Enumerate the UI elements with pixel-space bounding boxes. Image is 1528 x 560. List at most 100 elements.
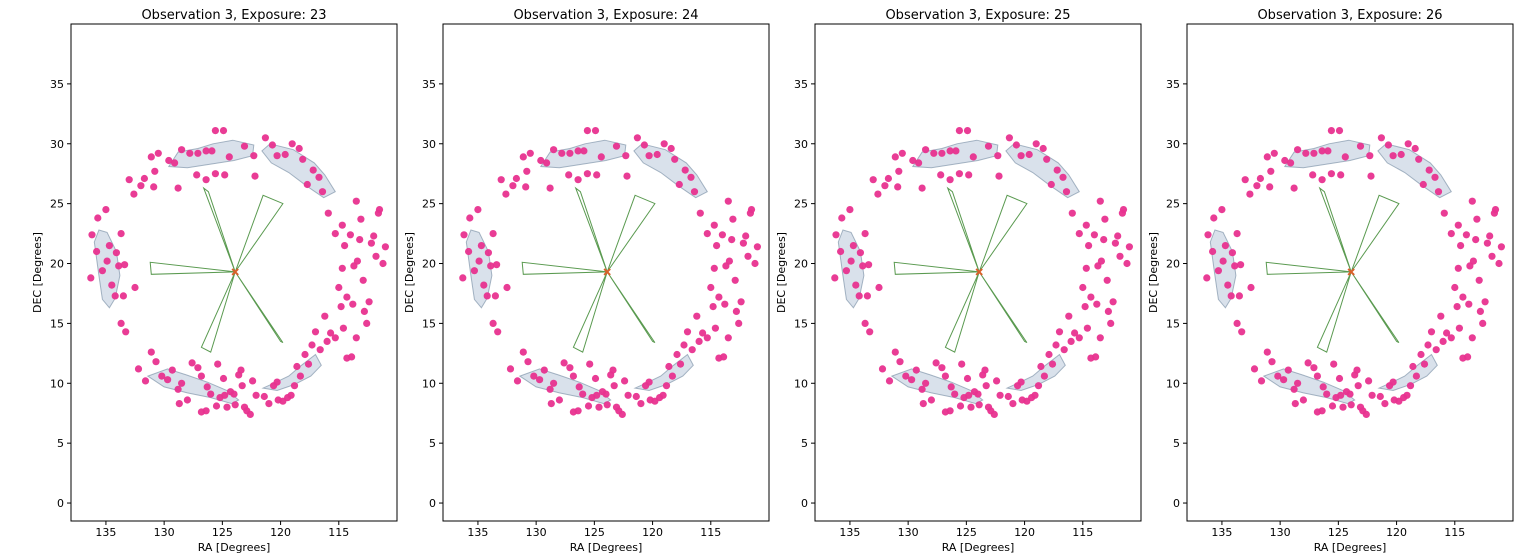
data-point: [1366, 152, 1374, 160]
data-point: [751, 259, 759, 268]
data-point: [1419, 180, 1427, 189]
data-point: [1412, 372, 1420, 380]
data-point: [1483, 239, 1491, 247]
wedge-2: [606, 194, 656, 273]
data-point: [459, 274, 467, 282]
data-point: [1406, 382, 1415, 390]
data-point: [1219, 257, 1227, 265]
data-point: [1468, 334, 1476, 342]
y-axis-label: DEC [Degrees]: [775, 232, 788, 313]
data-point: [1327, 170, 1335, 178]
data-point: [859, 262, 867, 270]
data-point: [546, 184, 554, 192]
data-point: [158, 372, 166, 380]
panel-1: Observation 3, Exposure: 23 135 130 125 120 1…: [31, 8, 398, 554]
data-point: [1495, 259, 1503, 268]
data-point: [327, 329, 335, 337]
y-tick-label: 20: [794, 258, 808, 271]
data-point: [338, 221, 346, 229]
data-point: [1481, 298, 1489, 306]
data-point: [1004, 392, 1012, 401]
data-point: [1318, 407, 1326, 415]
data-point: [540, 366, 548, 374]
y-tick-label: 25: [794, 198, 808, 211]
data-point: [1341, 153, 1349, 161]
data-point: [1472, 236, 1480, 244]
data-point: [846, 206, 854, 214]
data-point: [575, 383, 583, 391]
data-point: [480, 281, 488, 289]
data-point: [536, 376, 544, 384]
data-point: [1263, 153, 1271, 161]
data-point: [494, 328, 502, 336]
data-point: [1415, 155, 1423, 163]
data-point: [1368, 391, 1376, 399]
data-point: [981, 366, 989, 374]
data-point: [632, 392, 640, 401]
data-point: [1486, 232, 1494, 240]
data-point: [331, 334, 339, 342]
data-point: [938, 149, 946, 157]
data-point: [881, 182, 889, 190]
data-point: [381, 243, 389, 251]
data-point: [665, 362, 673, 371]
data-point: [178, 146, 186, 154]
data-point: [147, 153, 155, 161]
data-point: [1253, 182, 1261, 190]
data-point: [512, 174, 521, 183]
data-point: [1210, 214, 1218, 222]
data-point: [299, 155, 307, 163]
chart-title: Observation 3, Exposure: 23: [141, 8, 326, 23]
data-point: [509, 182, 517, 190]
chart-title: Observation 3, Exposure: 25: [885, 8, 1070, 23]
data-point: [919, 400, 927, 408]
data-point: [1409, 362, 1417, 371]
data-point: [1491, 206, 1500, 214]
data-point: [869, 176, 877, 184]
x-tick-label: 135: [839, 526, 860, 539]
wedge-5: [234, 271, 284, 344]
data-point: [519, 153, 527, 161]
data-point: [154, 149, 162, 157]
data-point: [688, 346, 696, 354]
data-point: [523, 167, 531, 175]
y-tick-label: 15: [50, 317, 64, 330]
data-point: [194, 364, 202, 372]
plot-frame: [70, 23, 398, 522]
data-point: [569, 372, 578, 380]
data-point: [1238, 328, 1246, 336]
data-point: [164, 376, 172, 384]
y-tick-label: 10: [1166, 377, 1180, 390]
data-point: [202, 176, 210, 184]
data-point: [558, 149, 566, 157]
data-point: [1454, 264, 1462, 272]
data-point: [1464, 353, 1472, 361]
data-point: [1397, 150, 1405, 159]
data-point: [121, 261, 129, 269]
data-point: [309, 166, 317, 174]
data-point: [250, 152, 258, 160]
data-point: [489, 230, 497, 238]
data-point: [842, 267, 851, 275]
data-point: [1257, 377, 1266, 385]
y-axis-label: DEC [Degrees]: [403, 232, 416, 313]
data-point: [152, 358, 160, 366]
y-tick-label: 0: [801, 497, 808, 510]
data-point: [303, 180, 311, 189]
data-point: [475, 257, 483, 265]
x-tick-label: 130: [898, 526, 919, 539]
data-point: [1246, 190, 1254, 198]
wedge-1: [1318, 186, 1352, 273]
data-point: [1060, 346, 1068, 354]
data-point: [909, 156, 917, 165]
data-point: [1280, 376, 1288, 384]
data-point: [348, 353, 356, 361]
data-point: [874, 190, 882, 198]
data-point: [555, 396, 564, 404]
data-point: [710, 264, 718, 272]
data-point: [466, 214, 474, 222]
data-point: [1107, 319, 1115, 327]
y-axis-label: DEC [Degrees]: [31, 232, 44, 313]
data-point: [725, 257, 734, 265]
data-point: [680, 341, 688, 349]
